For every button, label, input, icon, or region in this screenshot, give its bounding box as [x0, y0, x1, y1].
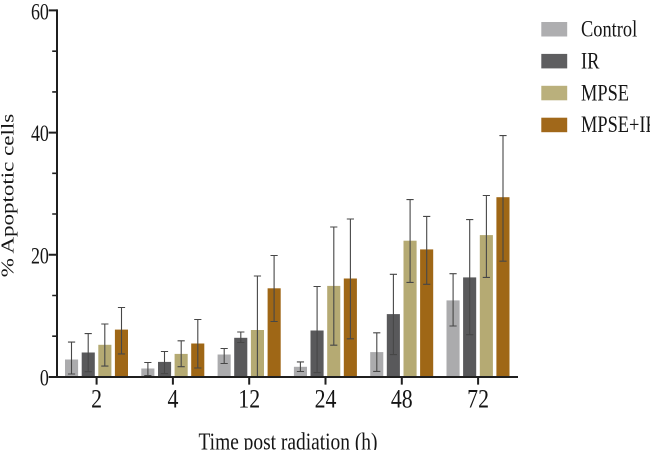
svg-text:Control: Control [581, 16, 637, 43]
svg-text:Time post radiation (h): Time post radiation (h) [198, 429, 377, 450]
svg-text:20: 20 [31, 244, 49, 269]
svg-text:24: 24 [315, 386, 337, 414]
svg-text:12: 12 [238, 386, 260, 414]
svg-text:% Apoptotic cells: % Apoptotic cells [0, 114, 18, 277]
svg-text:IR: IR [581, 47, 599, 74]
svg-text:4: 4 [167, 386, 178, 414]
svg-text:2: 2 [91, 386, 102, 414]
svg-text:60: 60 [31, 0, 49, 25]
svg-text:48: 48 [391, 386, 413, 414]
svg-text:40: 40 [31, 122, 49, 147]
svg-text:MPSE: MPSE [581, 79, 629, 106]
svg-text:0: 0 [40, 367, 49, 392]
svg-text:MPSE+IR: MPSE+IR [581, 111, 650, 138]
svg-text:72: 72 [467, 386, 489, 414]
